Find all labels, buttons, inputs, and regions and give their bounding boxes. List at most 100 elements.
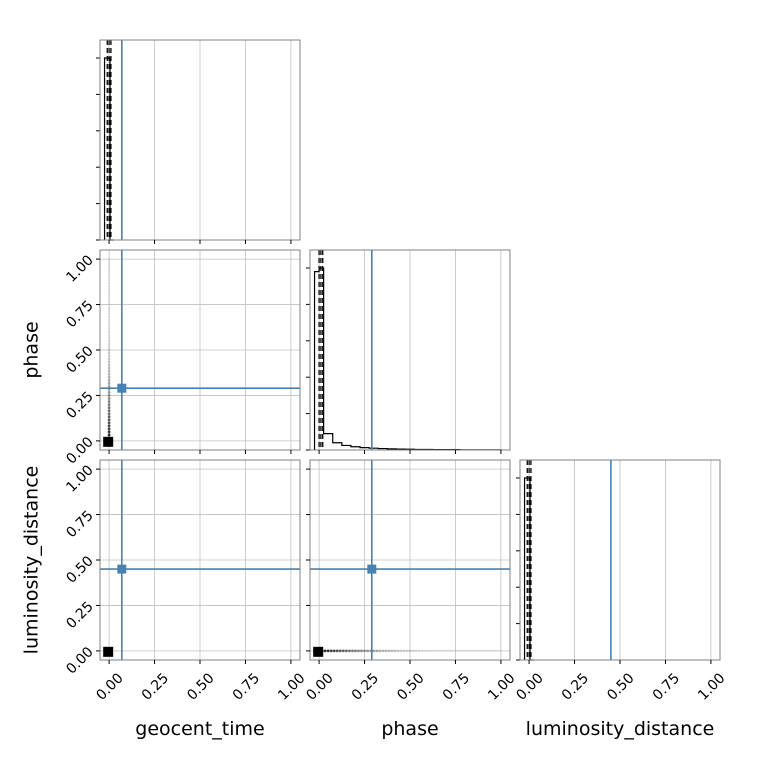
- scatter-panel-phase_vs_geocent_time: 0.00 0.25 0.50 0.75 1.00: [63, 249, 301, 467]
- sample-point: [484, 649, 488, 653]
- sample-point: [478, 649, 482, 653]
- sample-point: [107, 330, 111, 334]
- sample-point: [107, 263, 111, 267]
- sample-point: [107, 430, 111, 434]
- histogram-step: [313, 267, 502, 451]
- sample-point: [475, 649, 479, 653]
- sample-point: [107, 269, 111, 273]
- sample-point: [499, 649, 503, 653]
- sample-point: [107, 418, 111, 422]
- sample-point: [107, 378, 111, 382]
- sample-point: [375, 649, 379, 653]
- sample-point: [344, 649, 348, 653]
- sample-point: [107, 321, 111, 325]
- sample-point: [107, 351, 111, 355]
- sample-point: [417, 649, 421, 653]
- sample-point: [335, 649, 339, 653]
- sample-point: [107, 397, 111, 400]
- sample-cluster: [103, 436, 114, 447]
- sample-point: [332, 649, 336, 653]
- y-axis-label-phase: phase: [21, 321, 43, 378]
- sample-point: [107, 303, 111, 306]
- sample-point: [107, 272, 111, 276]
- x-tick-label: 0.00: [93, 670, 126, 703]
- x-tick-label: 0.25: [349, 670, 382, 703]
- sample-point: [107, 394, 111, 397]
- sample-point: [347, 649, 351, 653]
- sample-point: [107, 415, 111, 419]
- y-tick-label: 0.25: [63, 389, 96, 422]
- sample-point: [107, 315, 111, 319]
- sample-point: [107, 412, 111, 416]
- x-axis-label-phase: phase: [381, 718, 438, 740]
- sample-point: [396, 649, 400, 653]
- sample-point: [326, 649, 330, 653]
- truth-marker: [117, 564, 127, 574]
- sample-point: [107, 372, 111, 376]
- sample-point: [372, 649, 376, 653]
- sample-point: [107, 369, 111, 373]
- sample-point: [363, 649, 366, 653]
- sample-point: [107, 294, 111, 297]
- sample-point: [107, 363, 111, 367]
- histogram-panel-phase: [306, 249, 511, 454]
- sample-point: [107, 381, 111, 385]
- x-tick-label: 0.00: [513, 670, 546, 703]
- sample-point: [472, 649, 476, 653]
- sample-point: [338, 649, 342, 653]
- sample-point: [107, 278, 111, 282]
- sample-point: [107, 291, 111, 294]
- sample-point: [107, 433, 111, 437]
- sample-point: [107, 297, 111, 300]
- sample-point: [107, 339, 111, 343]
- sample-point: [493, 649, 497, 653]
- sample-point: [107, 421, 111, 425]
- x-tick-label: 0.75: [230, 670, 263, 703]
- x-tick-label: 0.50: [604, 670, 637, 703]
- x-tick-label: 1.00: [275, 670, 308, 703]
- sample-point: [423, 649, 427, 653]
- sample-point: [405, 649, 409, 653]
- sample-point: [107, 424, 111, 428]
- sample-point: [357, 649, 360, 653]
- sample-point: [429, 649, 433, 653]
- sample-point: [481, 649, 485, 653]
- sample-point: [107, 375, 111, 379]
- sample-point: [490, 649, 494, 653]
- x-tick-label: 1.00: [485, 670, 518, 703]
- sample-point: [107, 333, 111, 337]
- sample-point: [454, 649, 457, 653]
- y-tick-label: 0.50: [63, 343, 96, 376]
- sample-point: [107, 312, 111, 316]
- x-tick-label: 0.75: [440, 670, 473, 703]
- truth-marker: [367, 564, 377, 574]
- sample-point: [107, 260, 111, 264]
- scatter-panel-luminosity_distance_vs_geocent_time: 0.00 0.25 0.50 0.75 1.00 0.00 0.25 0.50 0.75 1.00: [63, 459, 309, 704]
- sample-point: [444, 649, 448, 653]
- sample-point: [107, 306, 111, 309]
- sample-point: [107, 257, 111, 261]
- y-tick-label: 1.00: [63, 252, 96, 285]
- sample-point: [107, 324, 111, 328]
- sample-point: [496, 649, 500, 653]
- sample-point: [323, 649, 327, 653]
- x-tick-label: 0.00: [303, 670, 336, 703]
- sample-point: [390, 649, 394, 653]
- sample-point: [435, 649, 439, 653]
- sample-point: [107, 403, 111, 406]
- y-axis-label-luminosity_distance: luminosity_distance: [21, 466, 43, 655]
- sample-point: [487, 649, 491, 653]
- sample-point: [466, 649, 469, 653]
- sample-point: [414, 649, 418, 653]
- sample-point: [447, 649, 451, 653]
- x-tick-label: 0.50: [394, 670, 427, 703]
- sample-point: [107, 384, 111, 388]
- sample-point: [441, 649, 445, 653]
- sample-point: [366, 649, 369, 653]
- sample-point: [107, 342, 111, 346]
- sample-point: [420, 649, 424, 653]
- x-axis-label-luminosity_distance: luminosity_distance: [526, 718, 715, 740]
- histogram-panel-luminosity_distance: 0.00 0.25 0.50 0.75 1.00: [513, 459, 729, 704]
- sample-point: [393, 649, 397, 653]
